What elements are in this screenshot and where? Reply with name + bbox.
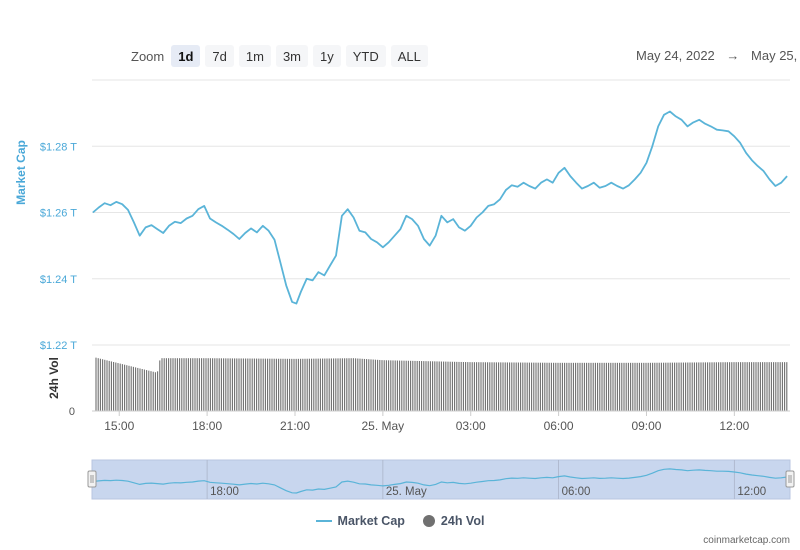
zoom-all-button[interactable]: ALL (390, 45, 428, 67)
date-arrow: → (726, 48, 740, 63)
legend-label-volume: 24h Vol (440, 514, 485, 528)
volume-bars (95, 357, 788, 411)
y-tick-label: $1.28 T (40, 141, 77, 153)
x-tick-label: 25. May (362, 419, 405, 433)
navigator-left-handle[interactable] (87, 470, 97, 488)
x-tick-label: 06:00 (544, 419, 574, 433)
zoom-label: Zoom (131, 48, 165, 64)
navigator-tick-label: 18:00 (210, 486, 239, 498)
y-tick-label: $1.26 T (40, 208, 77, 220)
navigator-tick-label: 06:00 (562, 486, 591, 498)
navigator-tick-label: 25. May (386, 486, 427, 498)
navigator-selection (91, 459, 791, 500)
zoom-1y-button[interactable]: 1y (313, 45, 341, 67)
zoom-7d-button[interactable]: 7d (205, 45, 234, 67)
volume-tick-label: 0 (69, 406, 75, 418)
legend-label-market-cap: Market Cap (337, 514, 405, 528)
zoom-3m-button[interactable]: 3m (275, 45, 308, 67)
x-tick-label: 09:00 (631, 419, 661, 433)
navigator-right-handle[interactable] (785, 470, 795, 488)
date-to[interactable]: May 25, 2022 (751, 48, 800, 63)
x-tick-label: 18:00 (192, 419, 222, 433)
date-from[interactable]: May 24, 2022 (636, 48, 715, 63)
legend-item-volume[interactable]: 24h Vol (422, 514, 485, 528)
navigator-line (92, 468, 788, 494)
y-tick-label: $1.22 T (40, 340, 77, 352)
market-cap-line (92, 110, 788, 305)
handle-grip-icon (87, 470, 97, 488)
x-tick-label: 03:00 (456, 419, 486, 433)
volume-axis-title: 24h Vol (47, 357, 61, 399)
handle-grip-icon (785, 470, 795, 488)
attribution[interactable]: coinmarketcap.com (703, 535, 790, 546)
zoom-1d-button[interactable]: 1d (171, 45, 201, 67)
legend-item-market-cap[interactable]: Market Cap (315, 514, 405, 528)
x-tick-label: 21:00 (280, 419, 310, 433)
zoom-toolbar: Zoom 1d 7d 1m 3m 1y YTD ALL (131, 45, 428, 67)
x-tick-label: 15:00 (104, 419, 134, 433)
legend: Market Cap 24h Vol (0, 514, 800, 528)
navigator-tick-label: 12:00 (737, 486, 766, 498)
y-axis-title: Market Cap (14, 140, 28, 205)
dot-swatch-icon (422, 515, 435, 527)
line-swatch-icon (315, 520, 332, 522)
date-range: May 24, 2022 → May 25, 2022 (636, 48, 800, 63)
x-tick-label: 12:00 (719, 419, 749, 433)
zoom-ytd-button[interactable]: YTD (345, 45, 386, 67)
y-tick-label: $1.24 T (40, 274, 77, 286)
zoom-1m-button[interactable]: 1m (238, 45, 271, 67)
